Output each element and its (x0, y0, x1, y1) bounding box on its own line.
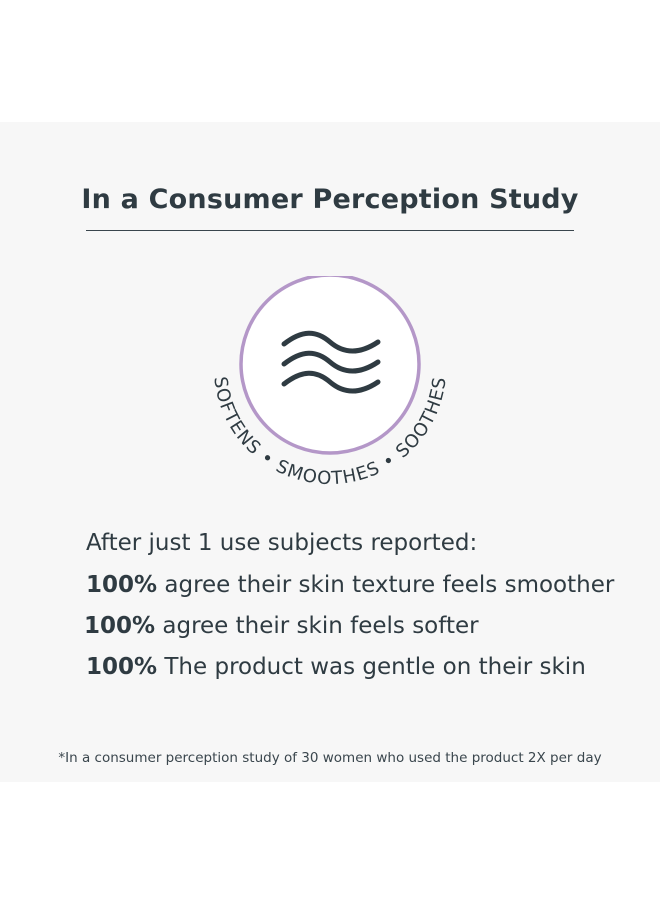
stat-text: agree their skin texture feels smoother (164, 572, 615, 598)
stat-value: 100% (86, 654, 158, 680)
benefit-badge: SOFTENS • SMOOTHES • SOOTHES (180, 276, 480, 506)
footnote: *In a consumer perception study of 30 wo… (58, 750, 602, 766)
stat-text: The product was gentle on their skin (164, 654, 586, 680)
stat-line: 100% The product was gentle on their ski… (86, 654, 586, 680)
stat-text: agree their skin feels softer (162, 613, 479, 639)
benefit-badge-graphic: SOFTENS • SMOOTHES • SOOTHES (209, 276, 450, 489)
results-lead: After just 1 use subjects reported: (86, 530, 478, 556)
title-divider (86, 230, 574, 231)
stat-line: 100% agree their skin feels softer (84, 613, 479, 639)
stat-value: 100% (84, 613, 156, 639)
wave-icon (281, 330, 381, 394)
page-title: In a Consumer Perception Study (81, 184, 579, 215)
stat-value: 100% (86, 572, 158, 598)
stat-line: 100% agree their skin texture feels smoo… (86, 572, 614, 598)
